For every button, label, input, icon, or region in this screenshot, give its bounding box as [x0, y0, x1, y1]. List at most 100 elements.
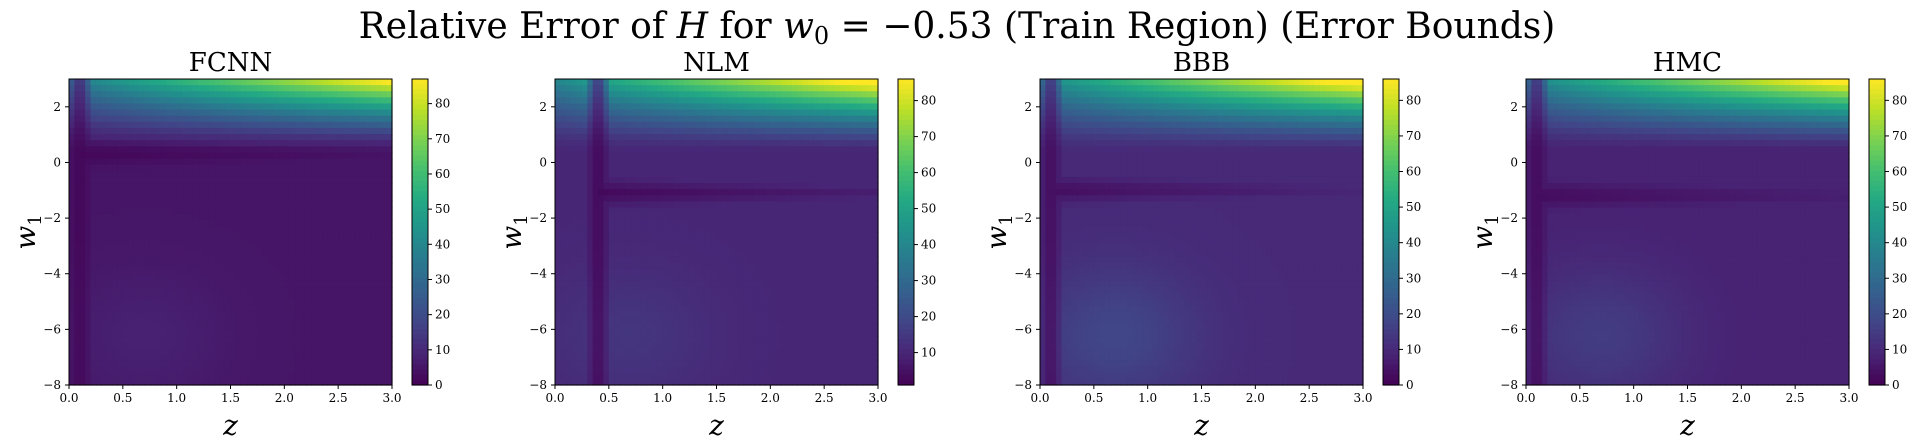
heatmap-cell: [354, 323, 361, 331]
heatmap-cell: [657, 348, 664, 355]
heatmap-cell: [668, 287, 675, 294]
heatmap-cell: [608, 232, 615, 239]
heatmap-cell: [743, 299, 750, 307]
heatmap-cell: [230, 311, 237, 319]
heatmap-cell: [230, 85, 237, 92]
heatmap-cell: [171, 127, 178, 135]
heatmap-cell: [641, 134, 648, 141]
heatmap-cell: [252, 348, 259, 355]
heatmap-cell: [95, 121, 102, 129]
heatmap-cell: [619, 378, 626, 386]
heatmap-cell: [106, 140, 113, 147]
heatmap-cell: [630, 378, 637, 386]
heatmap-cell: [322, 360, 328, 368]
heatmap-cell: [295, 305, 302, 313]
heatmap-cell: [268, 121, 275, 129]
heatmap-cell: [727, 213, 734, 221]
heatmap-cell: [90, 134, 97, 141]
heatmap-cell: [165, 152, 172, 160]
heatmap-cell: [581, 176, 588, 184]
heatmap-cell: [603, 311, 610, 319]
heatmap-cell: [203, 336, 210, 343]
heatmap-cell: [635, 213, 642, 221]
heatmap-cell: [268, 146, 275, 154]
heatmap-cell: [219, 342, 226, 349]
heatmap-cell: [560, 348, 567, 355]
heatmap-cell: [90, 280, 97, 288]
heatmap-cell: [732, 329, 739, 337]
heatmap-cell: [343, 207, 350, 215]
heatmap-cell: [198, 127, 205, 135]
colorbar-segment: [412, 211, 428, 218]
heatmap-cell: [662, 305, 669, 313]
heatmap-cell: [273, 134, 280, 141]
heatmap-cell: [69, 213, 75, 221]
heatmap-cell: [603, 348, 610, 355]
heatmap-cell: [694, 121, 701, 129]
heatmap-cell: [101, 354, 108, 362]
heatmap-cell: [684, 360, 691, 368]
heatmap-cell: [343, 323, 350, 331]
heatmap-cell: [732, 219, 739, 227]
heatmap-cell: [187, 115, 194, 123]
heatmap-cell: [348, 299, 355, 307]
heatmap-cell: [555, 189, 561, 196]
heatmap-cell: [727, 85, 734, 92]
heatmap-cell: [155, 103, 162, 111]
heatmap-cell: [322, 189, 328, 196]
heatmap-cell: [95, 293, 102, 300]
heatmap-cell: [370, 360, 377, 368]
heatmap-cell: [560, 360, 567, 368]
heatmap-cell: [743, 378, 750, 386]
heatmap-cell: [651, 207, 658, 215]
heatmap-cell: [85, 311, 92, 319]
heatmap-cell: [587, 342, 594, 349]
heatmap-cell: [235, 342, 242, 349]
heatmap-cell: [748, 299, 755, 307]
heatmap-cell: [727, 170, 734, 178]
heatmap-cell: [117, 158, 124, 166]
heatmap-cell: [230, 134, 237, 141]
heatmap-cell: [716, 293, 723, 300]
heatmap-cell: [300, 225, 307, 233]
heatmap-cell: [322, 256, 328, 264]
heatmap-cell: [138, 189, 145, 196]
heatmap-cell: [295, 103, 302, 111]
heatmap-cell: [171, 293, 178, 300]
heatmap-cell: [101, 127, 108, 135]
heatmap-cell: [133, 170, 140, 178]
heatmap-cell: [678, 268, 685, 276]
heatmap-cell: [630, 311, 637, 319]
heatmap-cell: [182, 244, 189, 251]
heatmap-cell: [112, 232, 119, 239]
heatmap-cell: [657, 299, 664, 307]
heatmap-cell: [727, 256, 734, 264]
heatmap-cell: [95, 238, 102, 245]
heatmap-cell: [203, 201, 210, 209]
heatmap-cell: [678, 176, 685, 184]
heatmap-cell: [700, 121, 707, 129]
heatmap-cell: [700, 103, 707, 111]
heatmap-cell: [700, 195, 707, 202]
heatmap-cell: [284, 164, 291, 172]
heatmap-cell: [608, 109, 615, 117]
heatmap-cell: [192, 201, 199, 209]
heatmap-cell: [662, 189, 669, 196]
heatmap-cell: [327, 170, 334, 178]
heatmap-cell: [155, 317, 162, 325]
heatmap-cell: [289, 274, 296, 282]
heatmap-cell: [192, 238, 199, 245]
heatmap-cell: [176, 115, 183, 123]
heatmap-cell: [214, 170, 221, 178]
heatmap-cell: [716, 127, 723, 135]
heatmap-cell: [246, 127, 253, 135]
heatmap-cell: [732, 183, 739, 190]
heatmap-cell: [230, 354, 237, 362]
heatmap-cell: [327, 378, 334, 386]
heatmap-cell: [106, 311, 113, 319]
heatmap-cell: [657, 121, 664, 129]
heatmap-cell: [386, 164, 393, 172]
heatmap-cell: [624, 378, 631, 386]
heatmap-cell: [689, 360, 696, 368]
heatmap-cell: [165, 329, 172, 337]
